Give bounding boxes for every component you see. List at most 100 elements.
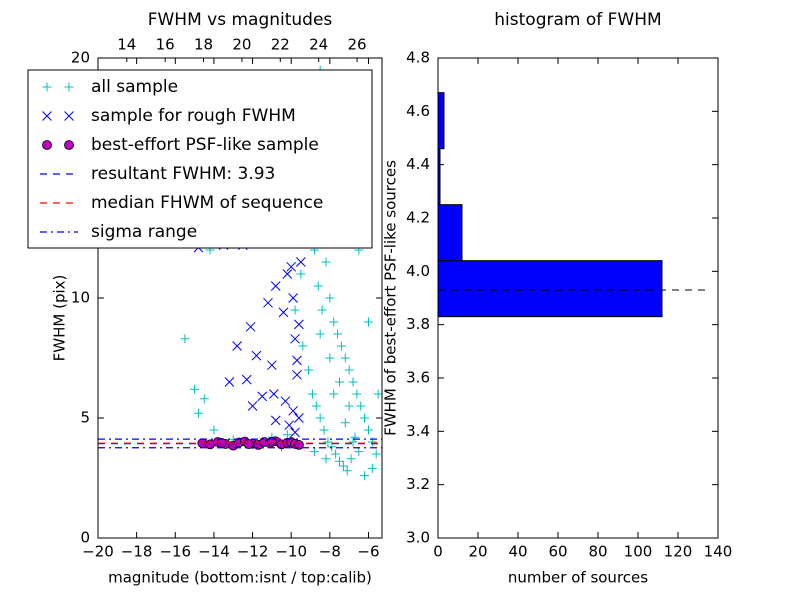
marker-x xyxy=(245,321,256,332)
marker-x xyxy=(278,307,289,318)
marker-plus xyxy=(363,317,373,327)
x2-tick-label: 22 xyxy=(271,36,290,54)
y-tick-label: 5 xyxy=(80,409,90,427)
chart-title: FWHM vs magnitudes xyxy=(148,10,333,30)
marker-plus xyxy=(296,269,306,279)
marker-plus xyxy=(64,82,74,92)
marker-plus xyxy=(321,257,331,267)
marker-plus xyxy=(340,418,350,428)
x-tick-label: 0 xyxy=(433,543,443,561)
y-tick-label: 3.4 xyxy=(406,422,430,440)
marker-x xyxy=(247,401,258,411)
marker-x xyxy=(280,396,291,407)
y-tick-label: 3.2 xyxy=(406,475,430,493)
y-tick-label: 4.0 xyxy=(406,262,430,280)
marker-plus xyxy=(290,305,300,315)
marker-x xyxy=(257,391,268,402)
marker-x xyxy=(288,405,298,416)
marker-plus xyxy=(307,389,317,399)
marker-plus xyxy=(327,442,337,452)
x-tick-label: 80 xyxy=(588,543,607,561)
marker-plus xyxy=(321,454,331,464)
legend-label: all sample xyxy=(91,77,178,97)
marker-plus xyxy=(367,463,377,473)
histogram-bar xyxy=(437,92,445,150)
marker-plus xyxy=(180,334,190,344)
x2-tick-label: 24 xyxy=(309,36,328,54)
legend-label: resultant FWHM: 3.93 xyxy=(91,164,275,184)
x2-tick-label: 18 xyxy=(194,36,213,54)
x2-tick-label: 14 xyxy=(117,36,136,54)
x-tick-label: −18 xyxy=(121,543,153,561)
marker-plus xyxy=(352,389,362,399)
marker-x xyxy=(42,111,52,121)
marker-plus xyxy=(313,281,323,291)
y-axis-label: FWHM (pix) xyxy=(51,275,69,362)
marker-plus xyxy=(282,430,292,440)
marker-plus xyxy=(329,389,339,399)
marker-plus xyxy=(317,305,327,315)
legend-label: sigma range xyxy=(91,222,197,242)
marker-x xyxy=(294,319,304,330)
y-tick-label: 4.2 xyxy=(406,209,430,227)
marker-plus xyxy=(209,425,219,435)
y-tick-label: 4.8 xyxy=(406,49,430,67)
y-tick-label: 4.6 xyxy=(406,102,430,120)
marker-x xyxy=(267,360,277,371)
x2-tick-label: 26 xyxy=(348,36,367,54)
marker-plus xyxy=(323,437,333,447)
legend-label: best-effort PSF-like sample xyxy=(91,135,319,155)
marker-plus xyxy=(334,377,344,387)
marker-plus xyxy=(199,394,209,404)
marker-plus xyxy=(336,341,346,351)
chart-title: histogram of FWHM xyxy=(494,10,661,30)
x-tick-label: 140 xyxy=(704,543,733,561)
x2-tick-label: 20 xyxy=(232,36,251,54)
marker-circle xyxy=(42,140,52,150)
marker-x xyxy=(292,355,302,366)
marker-plus xyxy=(319,425,329,435)
marker-plus xyxy=(298,341,308,351)
legend-box xyxy=(27,69,373,249)
marker-plus xyxy=(371,449,381,459)
marker-plus xyxy=(304,365,314,375)
marker-x xyxy=(290,333,300,344)
y-tick-label: 3.0 xyxy=(406,529,430,547)
y-tick-label: 3.6 xyxy=(406,369,430,387)
x-tick-label: −12 xyxy=(237,543,269,561)
marker-x xyxy=(288,293,298,303)
marker-x xyxy=(270,415,281,426)
x-tick-label: −16 xyxy=(159,543,191,561)
marker-x xyxy=(270,281,281,291)
marker-x xyxy=(286,261,297,272)
marker-plus xyxy=(344,401,354,411)
marker-x xyxy=(296,257,306,267)
marker-x xyxy=(282,269,293,279)
marker-plus xyxy=(311,401,321,411)
marker-plus xyxy=(360,471,370,481)
x-tick-label: −10 xyxy=(275,543,307,561)
x2-tick-label: 16 xyxy=(156,36,175,54)
y-tick-label: 0 xyxy=(80,529,90,547)
marker-x xyxy=(284,420,295,431)
marker-plus xyxy=(342,466,352,476)
marker-plus xyxy=(329,317,339,327)
marker-x xyxy=(224,377,235,387)
marker-plus xyxy=(331,449,341,459)
marker-plus xyxy=(325,293,335,303)
marker-plus xyxy=(325,353,335,363)
marker-plus xyxy=(309,447,319,457)
x-tick-label: 20 xyxy=(468,543,487,561)
marker-plus xyxy=(315,329,325,339)
marker-x xyxy=(251,350,262,361)
marker-x xyxy=(294,413,304,423)
y-tick-label: 10 xyxy=(71,289,90,307)
marker-plus xyxy=(193,408,203,418)
marker-x xyxy=(241,374,252,385)
x-tick-label: −8 xyxy=(319,543,341,561)
y-tick-label: 20 xyxy=(71,49,90,67)
histogram-bar xyxy=(437,260,663,318)
x-tick-label: −14 xyxy=(198,543,230,561)
marker-plus xyxy=(334,456,344,466)
